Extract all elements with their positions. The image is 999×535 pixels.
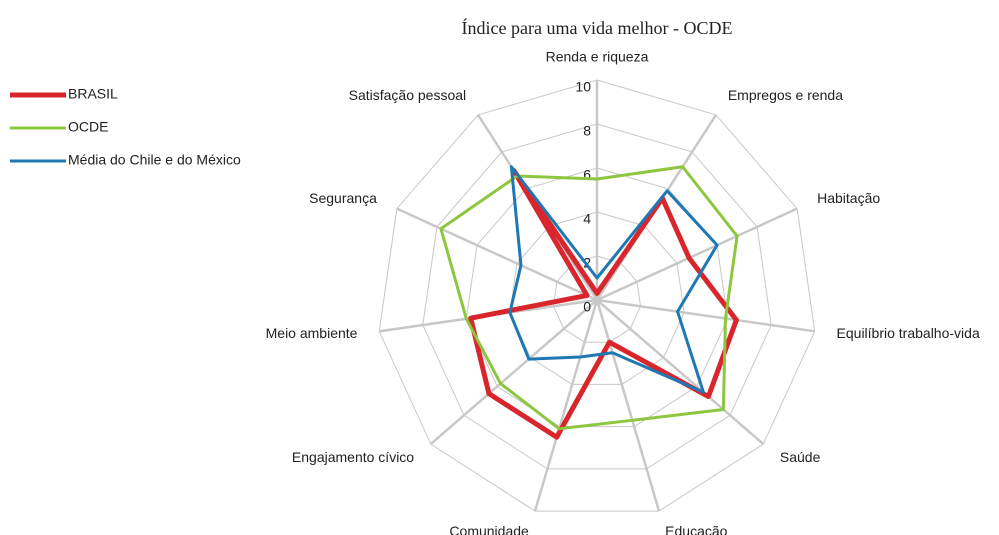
axis-label: Segurança	[309, 190, 377, 206]
legend-label: BRASIL	[68, 86, 118, 102]
axis-label: Satisfação pessoal	[349, 87, 467, 103]
y-tick-label: 2	[583, 255, 591, 271]
axis-spoke	[533, 299, 599, 512]
y-tick-label: 0	[583, 299, 591, 315]
axis-label: Habitação	[817, 190, 880, 206]
axis-label: Renda e riqueza	[546, 49, 649, 65]
y-tick-label: 6	[583, 167, 591, 183]
axis-label: Meio ambiente	[266, 325, 358, 341]
grid-ring	[509, 211, 685, 385]
axis-label: Empregos e renda	[728, 87, 843, 103]
grid-ring	[378, 79, 816, 512]
chart-title: Índice para uma vida melhor - OCDE	[462, 17, 733, 38]
legend-label: Média do Chile e do México	[68, 152, 241, 168]
series-line	[439, 165, 739, 431]
axis-spoke	[596, 298, 815, 333]
axis-spoke	[396, 207, 598, 302]
axis-spoke	[429, 299, 598, 446]
axis-label: Comunidade	[449, 523, 529, 535]
series-line	[468, 167, 739, 440]
axis-spoke	[595, 299, 661, 512]
axis-label: Saúde	[780, 449, 821, 465]
legend-label: OCDE	[68, 119, 108, 135]
axis-label: Educação	[665, 523, 727, 535]
y-tick-label: 4	[583, 211, 591, 227]
series-line	[508, 165, 719, 394]
grid-ring	[552, 255, 642, 343]
y-tick-label: 10	[575, 79, 591, 95]
axis-spoke	[596, 299, 765, 446]
y-tick-label: 8	[583, 123, 591, 139]
grid-ring	[422, 123, 772, 470]
axis-label: Engajamento cívico	[292, 449, 414, 465]
axis-label: Equilíbrio trabalho-vida	[837, 325, 980, 341]
axis-spoke	[596, 207, 798, 302]
